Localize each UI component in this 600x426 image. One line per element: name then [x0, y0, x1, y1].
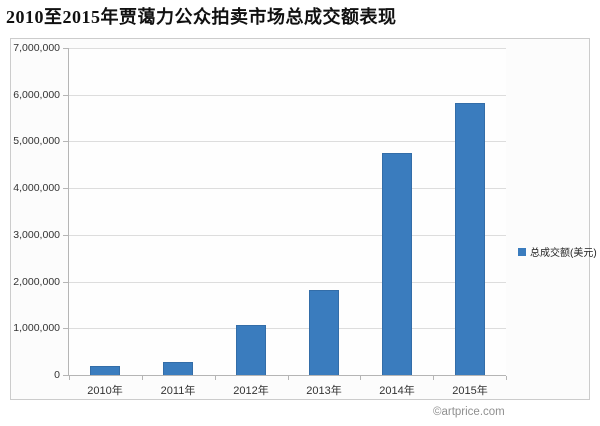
bar-2012 [236, 325, 266, 375]
x-axis-label: 2010年 [87, 385, 123, 397]
x-axis-label: 2014年 [379, 385, 415, 397]
gridline [69, 48, 506, 49]
bar-2010 [90, 366, 120, 375]
gridline [69, 235, 506, 236]
y-axis-tick [63, 328, 68, 329]
x-axis-tick [506, 376, 507, 380]
x-axis-label: 2012年 [233, 385, 269, 397]
copyright-text: ©artprice.com [433, 406, 505, 418]
x-axis-label: 2011年 [160, 385, 196, 397]
x-axis-tick [215, 376, 216, 380]
y-axis-tick [63, 235, 68, 236]
x-axis-tick [433, 376, 434, 380]
y-axis-label: 3,000,000 [13, 229, 60, 241]
legend-marker-icon [518, 247, 526, 256]
y-axis-label: 4,000,000 [13, 182, 60, 194]
gridline [69, 141, 506, 142]
x-axis-tick [69, 376, 70, 380]
bar-2014 [382, 153, 412, 375]
y-axis-tick [63, 375, 68, 376]
y-axis-tick [63, 188, 68, 189]
x-axis-tick [142, 376, 143, 380]
plot-area: 0 1,000,000 2,000,000 3,000,000 4,000,000 5,0… [13, 42, 507, 397]
y-axis-tick [63, 282, 68, 283]
y-axis-label: 6,000,000 [13, 89, 60, 101]
legend: 总成交额(美元) [518, 244, 597, 259]
gridline [69, 188, 506, 189]
y-axis-label: 7,000,000 [13, 42, 60, 54]
x-axis-tick [360, 376, 361, 380]
x-axis-tick [288, 376, 289, 380]
page-title: 2010至2015年贾蔼力公众拍卖市场总成交额表现 [6, 7, 397, 27]
y-axis-label: 1,000,000 [13, 322, 60, 334]
y-axis-tick [63, 141, 68, 142]
chart-container: 0 1,000,000 2,000,000 3,000,000 4,000,000 5,0… [10, 38, 597, 400]
bar-2015 [455, 103, 485, 375]
y-axis-tick [63, 48, 68, 49]
y-axis-label: 5,000,000 [13, 135, 60, 147]
bar-2013 [309, 290, 339, 375]
y-axis-label: 0 [54, 369, 60, 381]
gridline [69, 328, 506, 329]
x-axis-label: 2013年 [306, 385, 342, 397]
gridline [69, 95, 506, 96]
bar-2011 [163, 362, 193, 375]
y-axis-tick [63, 95, 68, 96]
x-axis-label: 2015年 [452, 385, 488, 397]
gridline [69, 282, 506, 283]
legend-label: 总成交额(美元) [530, 248, 597, 259]
y-axis-label: 2,000,000 [13, 276, 60, 288]
